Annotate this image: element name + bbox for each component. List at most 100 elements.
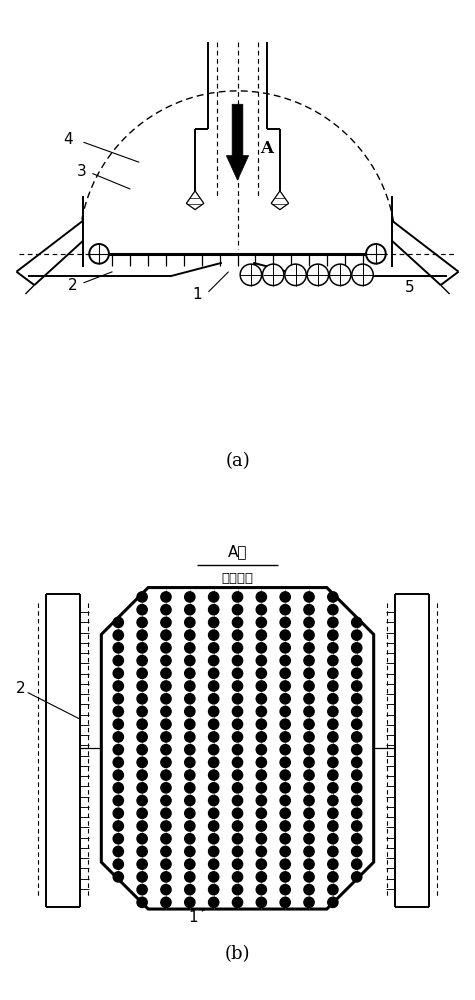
Circle shape bbox=[161, 859, 171, 869]
Polygon shape bbox=[271, 191, 289, 210]
Circle shape bbox=[232, 592, 243, 602]
Polygon shape bbox=[227, 104, 249, 180]
Circle shape bbox=[209, 897, 219, 907]
Circle shape bbox=[256, 846, 266, 857]
Circle shape bbox=[256, 668, 266, 678]
Circle shape bbox=[328, 617, 338, 628]
Circle shape bbox=[137, 846, 147, 857]
Circle shape bbox=[304, 859, 314, 869]
Circle shape bbox=[161, 834, 171, 844]
Circle shape bbox=[328, 757, 338, 768]
Polygon shape bbox=[101, 588, 374, 909]
Circle shape bbox=[137, 872, 147, 882]
Circle shape bbox=[137, 643, 147, 653]
Circle shape bbox=[256, 884, 266, 895]
Circle shape bbox=[113, 821, 124, 831]
Circle shape bbox=[328, 859, 338, 869]
Circle shape bbox=[113, 872, 124, 882]
Circle shape bbox=[304, 808, 314, 818]
Circle shape bbox=[161, 770, 171, 780]
Circle shape bbox=[209, 732, 219, 742]
Circle shape bbox=[232, 757, 243, 768]
Circle shape bbox=[328, 846, 338, 857]
Text: A向: A向 bbox=[228, 544, 247, 559]
Circle shape bbox=[352, 872, 362, 882]
Circle shape bbox=[352, 757, 362, 768]
Circle shape bbox=[209, 859, 219, 869]
Circle shape bbox=[328, 783, 338, 793]
Circle shape bbox=[209, 681, 219, 691]
Circle shape bbox=[328, 706, 338, 717]
Circle shape bbox=[352, 681, 362, 691]
Circle shape bbox=[209, 783, 219, 793]
Circle shape bbox=[232, 846, 243, 857]
Circle shape bbox=[328, 897, 338, 907]
Circle shape bbox=[352, 668, 362, 678]
Circle shape bbox=[280, 643, 290, 653]
Circle shape bbox=[280, 884, 290, 895]
Circle shape bbox=[232, 884, 243, 895]
Circle shape bbox=[328, 745, 338, 755]
Circle shape bbox=[113, 681, 124, 691]
Circle shape bbox=[256, 795, 266, 806]
Circle shape bbox=[113, 745, 124, 755]
Circle shape bbox=[185, 846, 195, 857]
Circle shape bbox=[137, 668, 147, 678]
Circle shape bbox=[304, 681, 314, 691]
Circle shape bbox=[161, 795, 171, 806]
Circle shape bbox=[256, 859, 266, 869]
Circle shape bbox=[209, 795, 219, 806]
Circle shape bbox=[185, 897, 195, 907]
Circle shape bbox=[185, 770, 195, 780]
Circle shape bbox=[161, 694, 171, 704]
Circle shape bbox=[185, 655, 195, 666]
Circle shape bbox=[304, 884, 314, 895]
Circle shape bbox=[161, 706, 171, 717]
Circle shape bbox=[256, 821, 266, 831]
Circle shape bbox=[209, 719, 219, 729]
Circle shape bbox=[137, 859, 147, 869]
Circle shape bbox=[137, 617, 147, 628]
Circle shape bbox=[280, 745, 290, 755]
Text: 1: 1 bbox=[192, 287, 202, 302]
Circle shape bbox=[328, 694, 338, 704]
Circle shape bbox=[185, 681, 195, 691]
Circle shape bbox=[137, 681, 147, 691]
Circle shape bbox=[209, 706, 219, 717]
Circle shape bbox=[137, 655, 147, 666]
Circle shape bbox=[209, 668, 219, 678]
Circle shape bbox=[161, 592, 171, 602]
Circle shape bbox=[304, 617, 314, 628]
Circle shape bbox=[256, 897, 266, 907]
Circle shape bbox=[185, 757, 195, 768]
Circle shape bbox=[137, 732, 147, 742]
Circle shape bbox=[113, 859, 124, 869]
Circle shape bbox=[328, 821, 338, 831]
Circle shape bbox=[280, 719, 290, 729]
Circle shape bbox=[161, 872, 171, 882]
Circle shape bbox=[232, 834, 243, 844]
Circle shape bbox=[352, 795, 362, 806]
Circle shape bbox=[280, 706, 290, 717]
Circle shape bbox=[280, 655, 290, 666]
Circle shape bbox=[113, 732, 124, 742]
Circle shape bbox=[113, 655, 124, 666]
Circle shape bbox=[366, 244, 386, 264]
Circle shape bbox=[185, 732, 195, 742]
Circle shape bbox=[352, 745, 362, 755]
Circle shape bbox=[280, 795, 290, 806]
Circle shape bbox=[328, 592, 338, 602]
Circle shape bbox=[352, 859, 362, 869]
Circle shape bbox=[256, 617, 266, 628]
Circle shape bbox=[328, 808, 338, 818]
Circle shape bbox=[280, 668, 290, 678]
Circle shape bbox=[232, 821, 243, 831]
Circle shape bbox=[232, 872, 243, 882]
Circle shape bbox=[161, 681, 171, 691]
Circle shape bbox=[113, 757, 124, 768]
Circle shape bbox=[328, 795, 338, 806]
Circle shape bbox=[113, 617, 124, 628]
Circle shape bbox=[304, 897, 314, 907]
Text: 不按比例: 不按比例 bbox=[221, 572, 254, 585]
Circle shape bbox=[256, 694, 266, 704]
